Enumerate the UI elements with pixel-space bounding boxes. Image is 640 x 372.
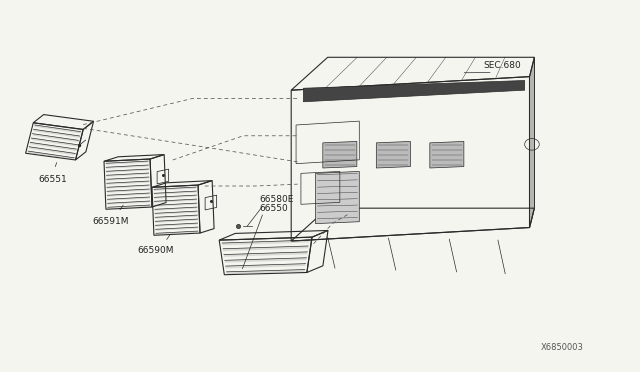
Polygon shape [303, 80, 525, 102]
Polygon shape [323, 141, 357, 168]
Polygon shape [227, 270, 305, 274]
Polygon shape [107, 185, 149, 189]
Text: 66550: 66550 [259, 204, 288, 213]
Polygon shape [33, 134, 79, 142]
Polygon shape [156, 231, 198, 235]
Polygon shape [155, 203, 197, 207]
Polygon shape [107, 177, 149, 181]
Text: SEC.680: SEC.680 [483, 61, 521, 70]
Polygon shape [156, 219, 198, 223]
Polygon shape [35, 125, 81, 134]
Polygon shape [155, 215, 197, 219]
Polygon shape [108, 193, 150, 197]
Polygon shape [156, 223, 198, 227]
Polygon shape [156, 227, 198, 231]
Text: 66580E: 66580E [259, 195, 294, 204]
Polygon shape [155, 207, 197, 211]
Text: X6850003: X6850003 [541, 343, 584, 352]
Polygon shape [316, 171, 359, 224]
Polygon shape [430, 141, 464, 168]
Polygon shape [106, 165, 148, 169]
Polygon shape [31, 138, 77, 147]
Polygon shape [225, 258, 307, 263]
Polygon shape [108, 197, 150, 201]
Polygon shape [376, 141, 410, 168]
Polygon shape [107, 189, 149, 193]
Text: 66590M: 66590M [138, 246, 174, 255]
Polygon shape [106, 173, 148, 177]
Polygon shape [29, 147, 76, 155]
Text: 66591M: 66591M [93, 217, 129, 225]
Polygon shape [226, 264, 306, 269]
Polygon shape [106, 161, 148, 165]
Polygon shape [154, 187, 196, 191]
Polygon shape [108, 205, 150, 209]
Polygon shape [108, 201, 150, 205]
Polygon shape [154, 195, 196, 199]
Polygon shape [154, 191, 196, 195]
Text: 66551: 66551 [38, 175, 67, 184]
Polygon shape [30, 142, 76, 151]
Polygon shape [33, 129, 79, 138]
Polygon shape [154, 199, 196, 203]
Polygon shape [28, 151, 74, 160]
Polygon shape [155, 211, 197, 215]
Polygon shape [222, 240, 309, 246]
Polygon shape [224, 252, 307, 257]
Polygon shape [223, 246, 308, 251]
Polygon shape [107, 181, 149, 185]
Polygon shape [106, 169, 148, 173]
